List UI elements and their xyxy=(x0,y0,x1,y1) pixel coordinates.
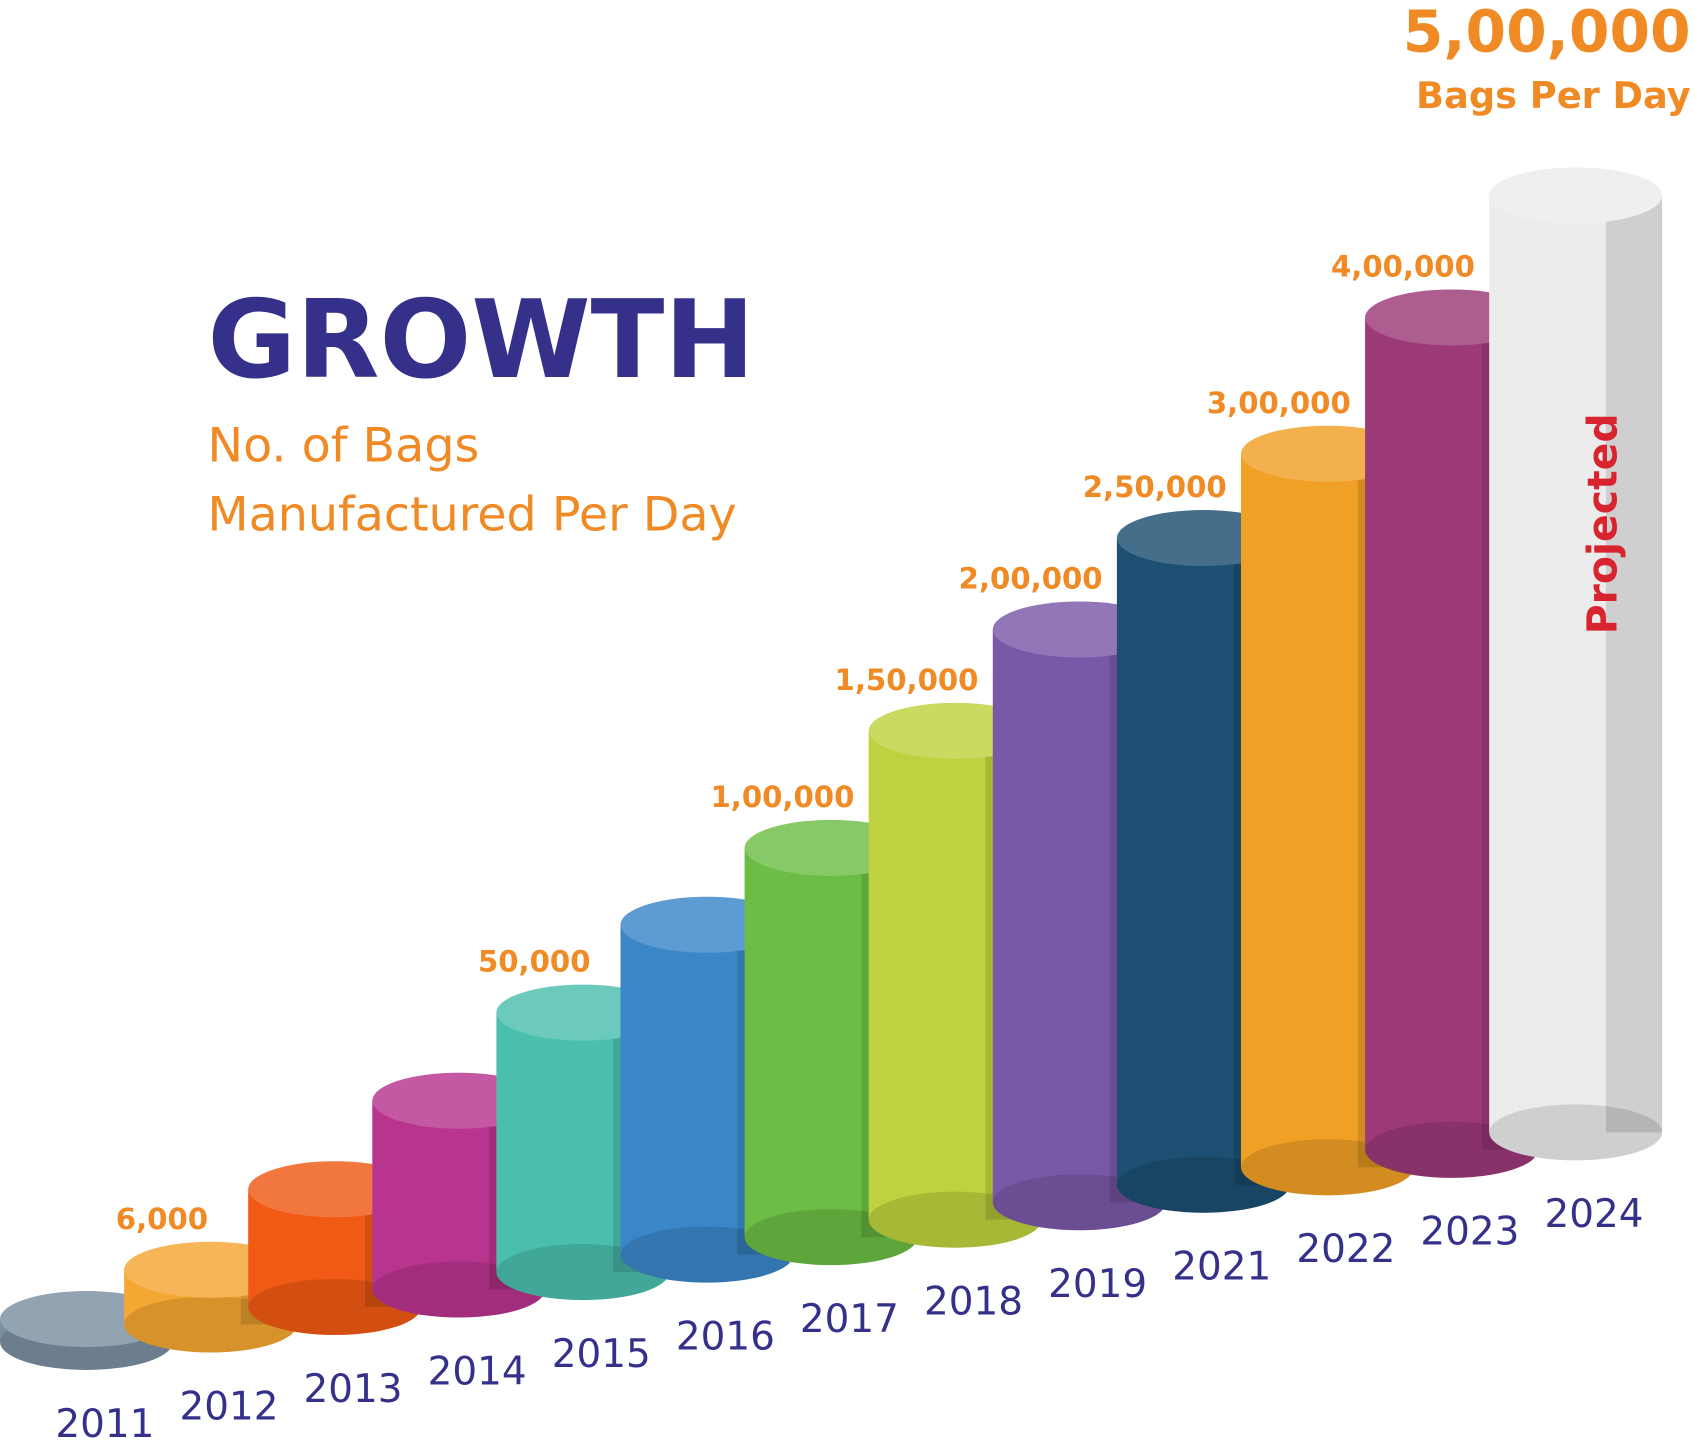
x-tick-label: 2022 xyxy=(1296,1227,1395,1272)
x-tick-label: 2016 xyxy=(676,1315,775,1360)
subtitle: No. of Bags xyxy=(208,418,480,473)
value-label: 6,000 xyxy=(116,1202,208,1236)
x-tick-label: 2015 xyxy=(552,1332,651,1377)
x-tick-label: 2023 xyxy=(1420,1210,1519,1255)
value-label: 2,50,000 xyxy=(1083,470,1227,504)
x-tick-label: 2014 xyxy=(428,1349,527,1394)
value-label: 1,50,000 xyxy=(835,663,979,697)
cylinder-shade xyxy=(1605,195,1663,1133)
projected-label: Projected xyxy=(1579,413,1627,634)
value-label: 50,000 xyxy=(478,945,591,979)
cylinder-base-shade xyxy=(1489,1104,1663,1161)
annotation: Bags Per Day xyxy=(1416,74,1691,117)
x-tick-label: 2013 xyxy=(304,1367,403,1412)
x-tick-label: 2011 xyxy=(55,1402,154,1440)
value-label: 2,00,000 xyxy=(959,562,1103,596)
x-tick-label: 2019 xyxy=(1048,1262,1147,1307)
value-label: 1,00,000 xyxy=(710,780,854,814)
chart-title: GROWTH xyxy=(208,278,755,403)
cylinder-top xyxy=(1489,167,1663,224)
x-tick-label: 2012 xyxy=(179,1384,278,1429)
x-tick-label: 2018 xyxy=(924,1280,1023,1325)
value-label: 3,00,000 xyxy=(1207,386,1351,420)
cylinder-body xyxy=(1489,195,1663,1133)
x-tick-label: 2017 xyxy=(800,1297,899,1342)
subtitle: Manufactured Per Day xyxy=(208,487,737,542)
value-label: 4,00,000 xyxy=(1331,250,1475,284)
cylinder-top-highlight xyxy=(1489,167,1663,224)
value-label: 5,00,000 xyxy=(1403,0,1691,66)
x-tick-label: 2021 xyxy=(1172,1245,1271,1290)
x-tick-label: 2024 xyxy=(1545,1192,1644,1237)
cylinder xyxy=(1489,167,1663,1161)
